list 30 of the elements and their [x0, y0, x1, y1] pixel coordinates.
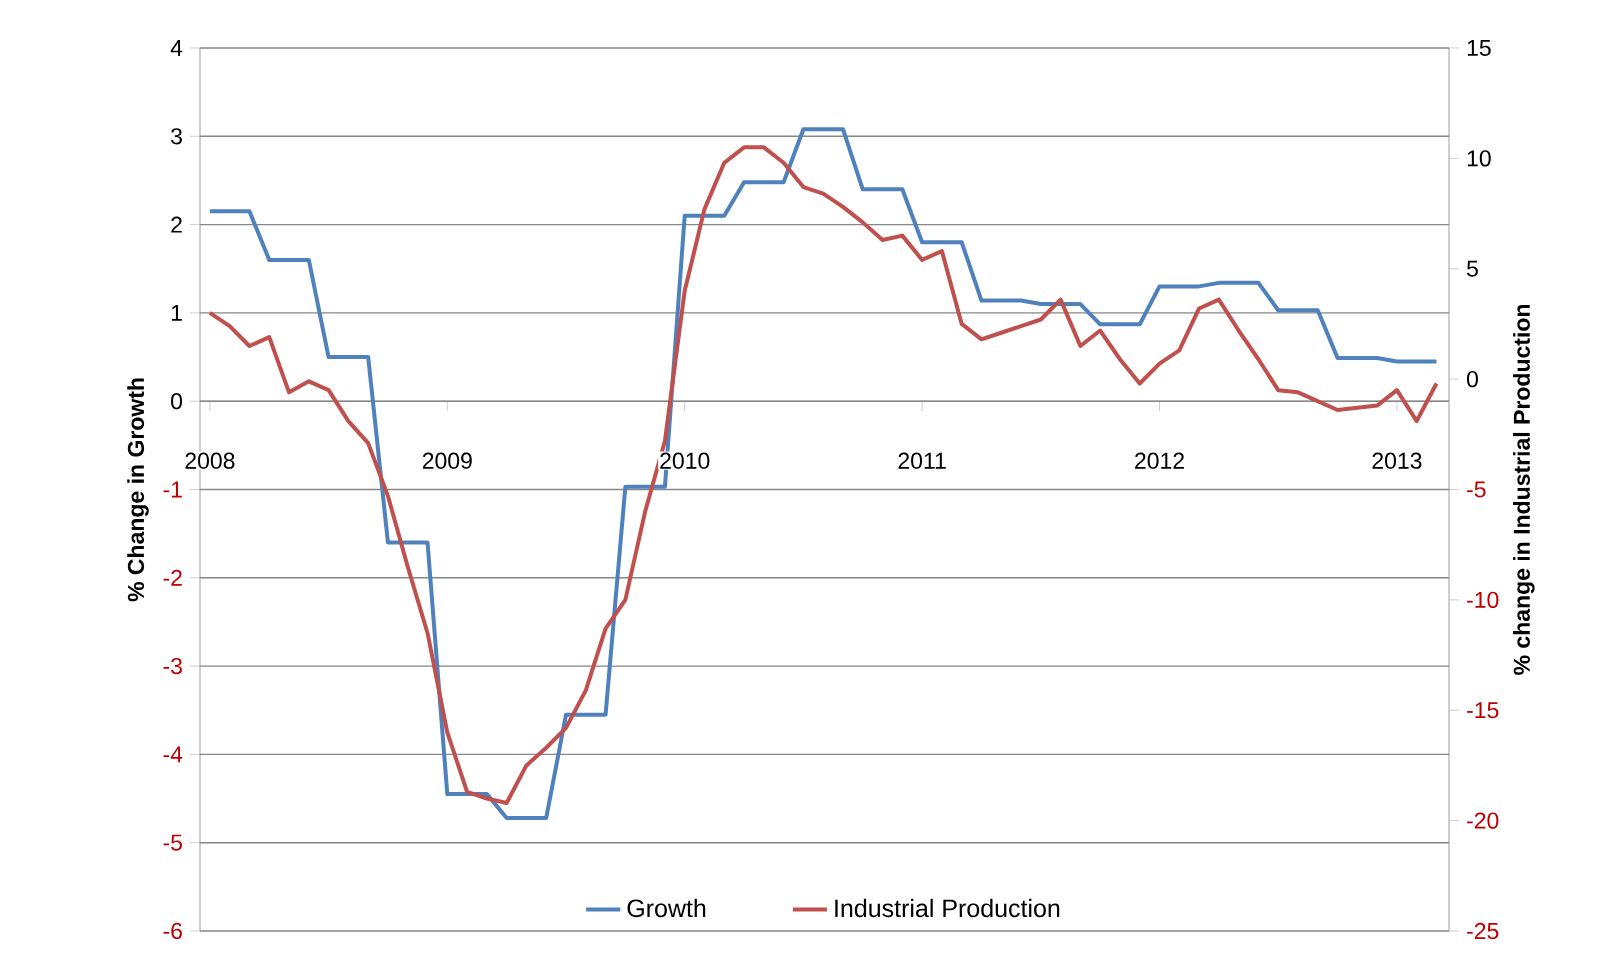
y2-tick-label: -25: [1467, 922, 1499, 940]
y2-tick-label: -20: [1467, 812, 1499, 829]
y-tick-label: 1: [171, 304, 182, 321]
y2-tick-label: 10: [1467, 150, 1491, 167]
y-tick-label: -4: [163, 746, 183, 763]
y-tick-label: -6: [163, 922, 182, 940]
y-tick-label: 4: [170, 40, 183, 56]
y2-tick-label: -5: [1467, 481, 1486, 498]
x-tick-label: 2010: [660, 452, 710, 469]
y2-tick-label: 0: [1466, 370, 1478, 388]
x-tick-label: 2012: [1135, 452, 1184, 469]
x-tick-label: 2008: [185, 452, 235, 469]
x-tick-label: 2009: [422, 452, 472, 469]
y-tick-label: 2: [171, 216, 182, 233]
legend-label: Growth: [627, 898, 706, 918]
y-tick-label: -2: [163, 569, 182, 586]
y2-tick-label: -15: [1467, 702, 1499, 719]
x-tick-label: 2011: [898, 452, 946, 469]
y2-axis-title: % change in Industrial Production: [1513, 304, 1535, 675]
y-tick-label: 3: [171, 128, 182, 145]
y-tick-label: -3: [163, 657, 182, 675]
y2-tick-label: -10: [1467, 591, 1499, 608]
y-axis-title: % Change in Growth: [127, 378, 149, 602]
y-tick-label: 0: [171, 393, 183, 410]
x-tick-label: 2013: [1372, 452, 1422, 469]
y-tick-label: -1: [163, 481, 182, 498]
y2-tick-label: 15: [1467, 39, 1491, 56]
legend-label: Industrial Production: [835, 898, 1060, 918]
y-tick-label: -5: [163, 834, 182, 851]
y2-tick-label: 5: [1466, 260, 1478, 277]
